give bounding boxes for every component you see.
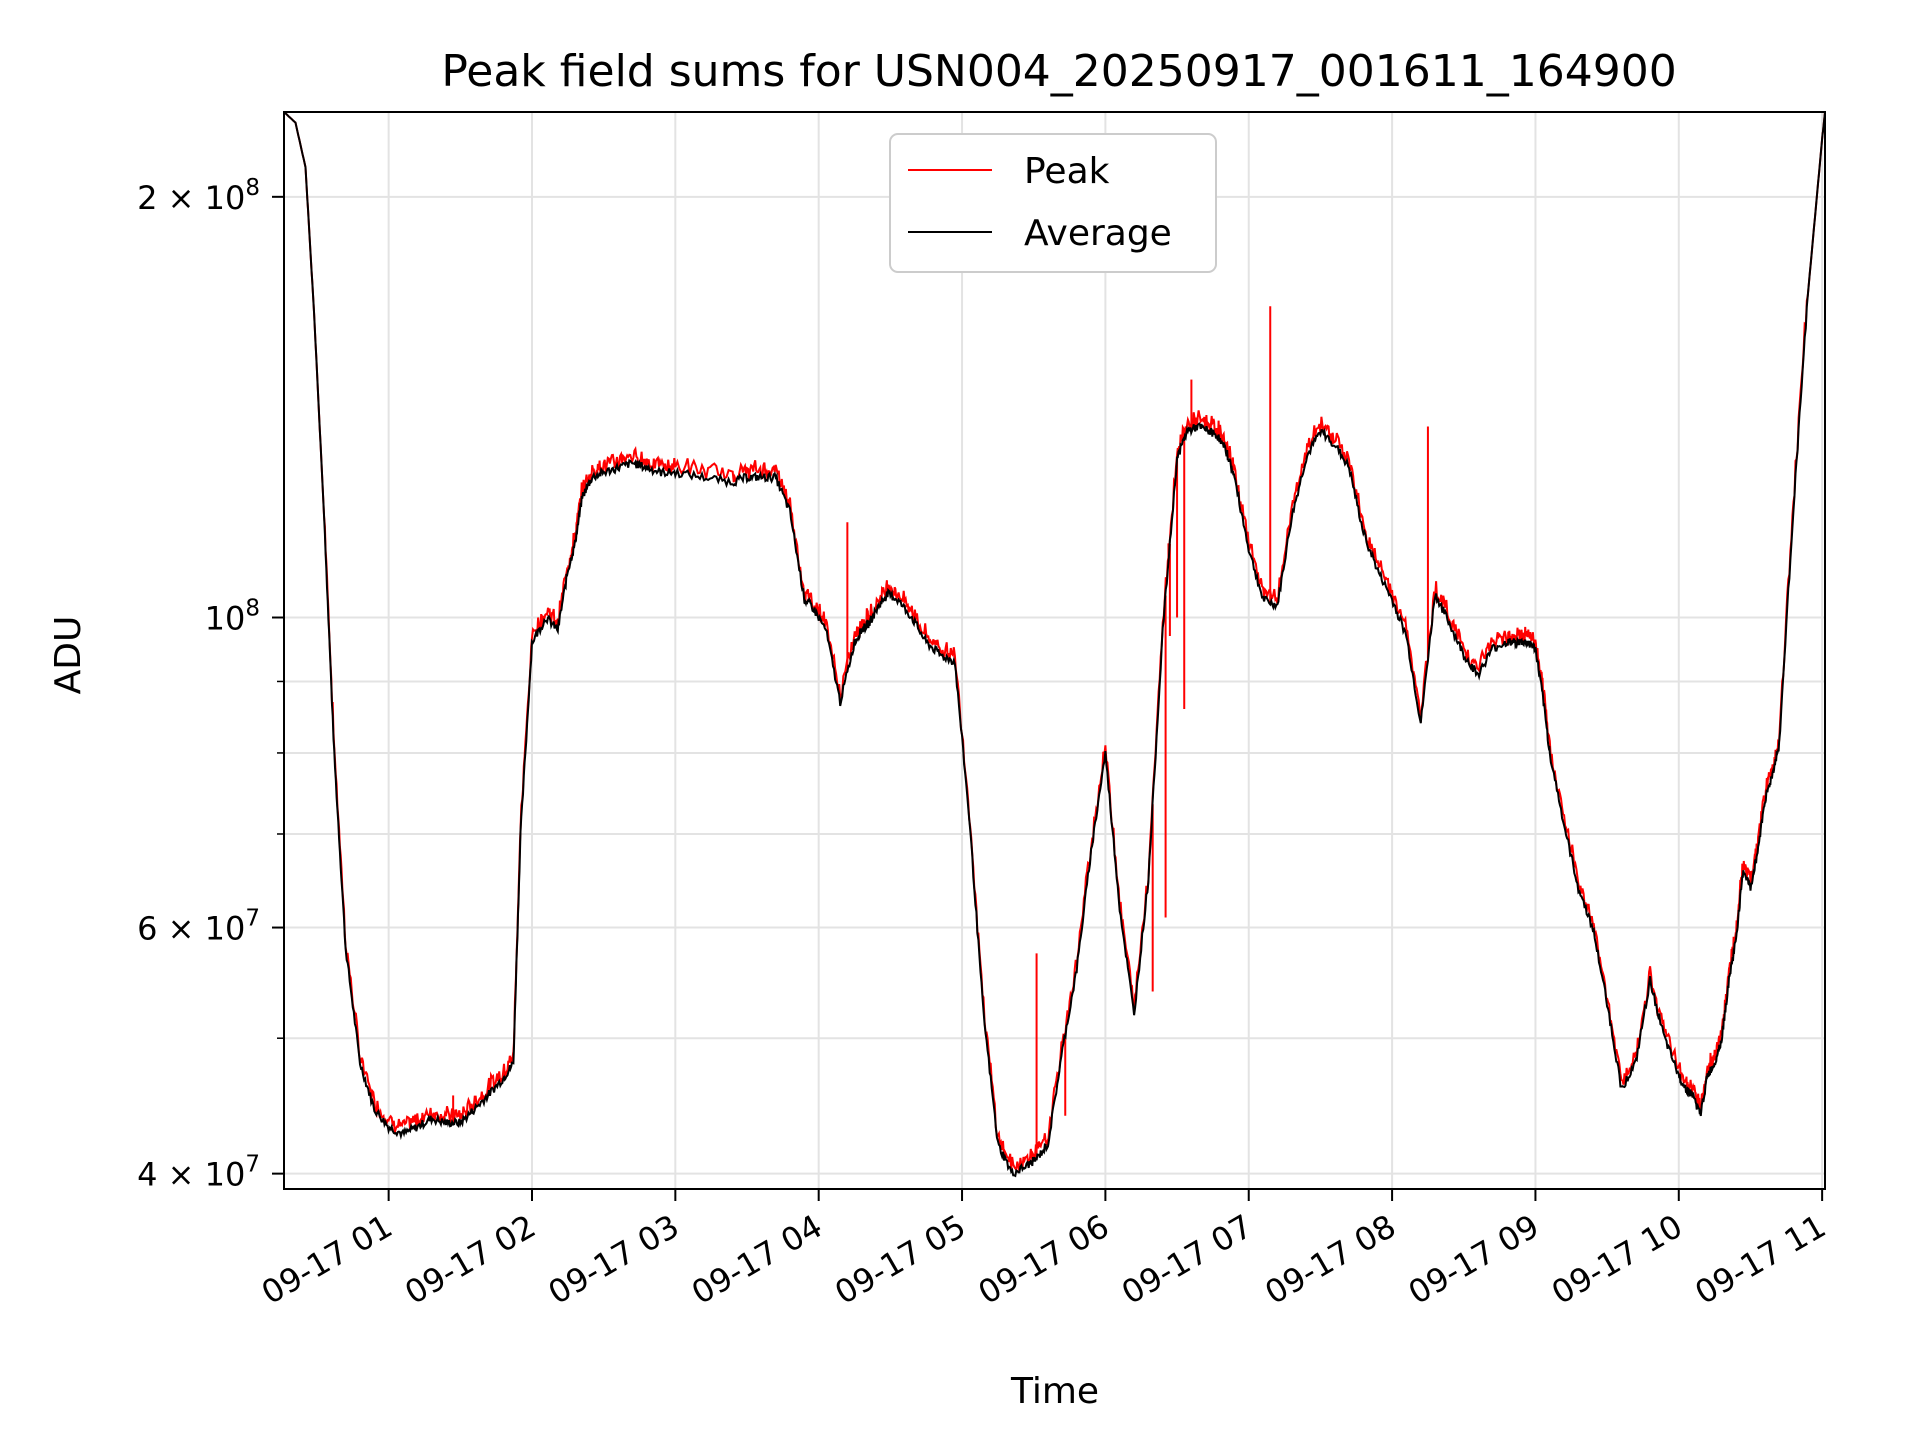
y-tick-label-exponent: 7 (245, 1152, 260, 1178)
legend-box (889, 133, 1217, 273)
x-axis-label: Time (1010, 1371, 1099, 1412)
legend: Peak Average (889, 133, 1217, 273)
chart-title: Peak field sums for USN004_20250917_0016… (441, 46, 1676, 97)
y-tick-label-base: 4 × 10 (137, 1156, 245, 1194)
y-tick-label: 4 × 107 (137, 1152, 260, 1194)
y-tick-label-exponent: 7 (245, 906, 260, 932)
average-series-layer (284, 112, 1825, 1178)
y-tick-label-exponent: 8 (245, 596, 260, 622)
y-tick-label: 108 (205, 596, 260, 638)
average-series-line (284, 112, 1825, 1178)
y-tick-label-base: 6 × 10 (137, 910, 245, 948)
y-tick-label: 6 × 107 (137, 906, 260, 948)
y-tick-label-base: 10 (205, 600, 246, 638)
plot-area-frame (283, 111, 1826, 1190)
y-tick-label: 2 × 108 (137, 175, 260, 217)
y-tick-label-base: 2 × 10 (137, 179, 245, 217)
peak-series-layer (284, 112, 1825, 1173)
y-axis-label: ADU (48, 616, 89, 695)
peak-series-line (284, 112, 1825, 1173)
legend-average-label: Average (1024, 213, 1172, 254)
y-tick-label-exponent: 8 (245, 175, 260, 201)
legend-peak-label: Peak (1024, 151, 1110, 192)
